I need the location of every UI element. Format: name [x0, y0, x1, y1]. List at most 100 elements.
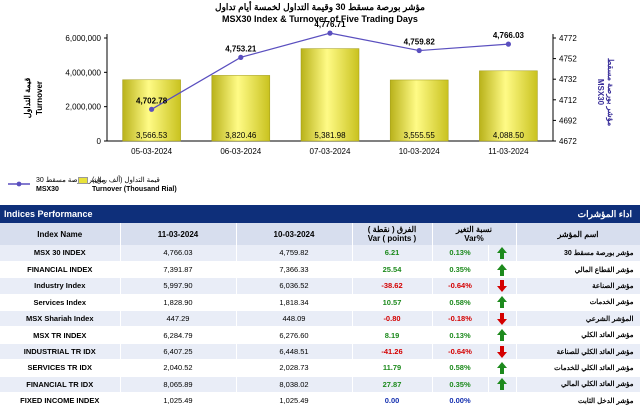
index-name-cell: MSX Shariah Index	[0, 310, 121, 328]
table-row: Services Index 1,828.90 1,818.34 10.57 0.58%…	[0, 294, 640, 312]
direction-cell	[488, 343, 517, 361]
var-points-cell: 8.19	[352, 326, 433, 344]
table-row: Industry Index 5,997.90 6,036.52 -38.62 -0.6…	[0, 277, 640, 295]
msx30-point	[416, 47, 422, 54]
right-tick-label: 4752	[559, 55, 577, 64]
index-name-cell: MSX TR INDEX	[0, 326, 121, 344]
index-name-arabic-cell: مؤشر الخدمات	[516, 294, 640, 312]
msx30-data-label: 4,776.71	[314, 20, 346, 29]
right-tick-label: 4672	[559, 137, 577, 146]
value-date2-cell: 8,038.02	[236, 376, 353, 394]
arrow-up-icon	[497, 263, 507, 276]
chart-svg: 0 2,000,000 4,000,000 6,000,000 4672 4692 4712…	[23, 20, 615, 156]
x-tick-label: 07-03-2024	[310, 147, 351, 156]
section-title-arabic: اداء المؤشرات	[577, 209, 632, 219]
table-row: MSX TR INDEX 6,284.79 6,276.60 8.19 0.13% مؤش…	[0, 326, 640, 344]
left-tick-label: 2,000,000	[65, 103, 101, 112]
index-name-arabic-cell: مؤشر العائد الكلي للصناعة	[516, 343, 640, 361]
legend-index-swatch	[8, 181, 30, 187]
legend-turnover-label: Turnover (Thousand Rial)	[92, 186, 177, 193]
var-pct-cell: 0.58%	[432, 294, 489, 312]
left-tick-label: 0	[97, 137, 102, 146]
left-tick-label: 6,000,000	[65, 34, 101, 43]
var-points-cell: 0.00	[352, 392, 433, 410]
index-name-arabic-cell: مؤشر العائد الكلي المالي	[516, 376, 640, 394]
var-pct-cell: 0.58%	[432, 359, 489, 377]
value-date1-cell: 1,025.49	[120, 392, 237, 410]
turnover-bar	[211, 75, 271, 142]
right-tick-label: 4692	[559, 116, 577, 125]
arrow-up-icon	[497, 378, 507, 391]
legend-turnover-swatch	[78, 177, 88, 184]
x-tick-label: 11-03-2024	[488, 147, 529, 156]
msx30-data-label: 4,766.03	[493, 31, 525, 40]
var-points-cell: -41.26	[352, 343, 433, 361]
direction-cell	[488, 359, 517, 377]
indices-table: Index Name 11-03-2024 10-03-2024 الفرق (…	[0, 223, 640, 410]
index-name-cell: Services Index	[0, 294, 121, 312]
section-title: Indices Performance	[4, 209, 93, 219]
value-date1-cell: 8,065.89	[120, 376, 237, 394]
msx30-point	[149, 106, 155, 112]
legend-index: مؤشر بورصة مسقط 30 MSX30	[8, 176, 106, 194]
turnover-data-label: 3,555.55	[404, 131, 436, 140]
direction-cell	[488, 245, 517, 262]
var-points-cell: -38.62	[352, 277, 433, 295]
var-pct-cell: -0.18%	[432, 310, 489, 328]
left-tick-label: 4,000,000	[65, 68, 101, 77]
col-header-date2: 10-03-2024	[236, 223, 353, 245]
index-name-arabic-cell: مؤشر القطاع المالي	[516, 261, 640, 279]
arrow-up-icon	[497, 246, 507, 259]
direction-cell	[488, 326, 517, 344]
value-date2-cell: 4,759.82	[236, 245, 353, 262]
msx30-data-label: 4,753.21	[225, 44, 257, 53]
var-points-cell: 11.79	[352, 359, 433, 377]
arrow-up-icon	[497, 296, 507, 309]
value-date1-cell: 7,391.87	[120, 261, 237, 279]
arrow-down-icon	[497, 312, 507, 325]
right-axis-title: MSX30	[596, 79, 605, 106]
right-axis-title-arabic: مؤشر بورصة مسقط	[605, 58, 615, 126]
value-date1-cell: 4,766.03	[120, 245, 237, 262]
chart-area: مؤشر بورصة مسقط 30 وقيمة التداول لخمسة أ…	[0, 0, 640, 200]
var-points-cell: 25.54	[352, 261, 433, 279]
table-row: INDUSTRIAL TR IDX 6,407.25 6,448.51 -41.26-…	[0, 343, 640, 361]
index-name-arabic-cell: مؤشر بورصة مسقط 30	[516, 245, 640, 262]
right-tick-label: 4712	[559, 96, 577, 105]
index-name-cell: Industry Index	[0, 277, 121, 295]
left-axis-title: Turnover	[35, 81, 44, 115]
turnover-bar	[389, 79, 449, 142]
value-date1-cell: 5,997.90	[120, 277, 237, 295]
var-points-cell: 6.21	[352, 245, 433, 262]
value-date2-cell: 6,448.51	[236, 343, 353, 361]
msx30-point	[238, 54, 244, 60]
col-header-var-points: الفرق ( نقطة ) Var ( points )	[352, 223, 433, 245]
chart-title-arabic: مؤشر بورصة مسقط 30 وقيمة التداول لخمسة أ…	[215, 2, 425, 12]
value-date2-cell: 1,025.49	[236, 392, 353, 410]
arrow-down-icon	[497, 279, 507, 292]
index-name-cell: SERVICES TR IDX	[0, 359, 121, 377]
value-date2-cell: 6,276.60	[236, 326, 353, 344]
index-name-cell: FIXED INCOME INDEX	[0, 392, 121, 410]
left-axis-title-arabic: قيمة التداول	[23, 78, 33, 119]
index-name-arabic-cell: المؤشر الشرعي	[516, 310, 640, 328]
table-row: MSX Shariah Index 447.29 448.09 -0.80 -0.18%…	[0, 310, 640, 328]
var-pct-cell: 0.35%	[432, 376, 489, 394]
msx30-point	[327, 30, 333, 36]
index-name-cell: INDUSTRIAL TR IDX	[0, 343, 121, 361]
var-pct-cell: 0.00%	[432, 392, 489, 410]
turnover-data-label: 5,381.98	[314, 131, 346, 140]
arrow-up-icon	[497, 361, 507, 374]
legend-turnover-label-arabic: قيمة التداول (ألف ريال)	[92, 177, 160, 184]
value-date1-cell: 2,040.52	[120, 359, 237, 377]
var-pct-cell: 0.35%	[432, 261, 489, 279]
var-points-cell: 27.87	[352, 376, 433, 394]
index-name-cell: FINANCIAL INDEX	[0, 261, 121, 279]
direction-cell	[488, 294, 517, 312]
index-name-arabic-cell: مؤشر الدخل الثابت	[516, 392, 640, 410]
direction-cell	[488, 277, 517, 295]
table-row: SERVICES TR IDX 2,040.52 2,028.73 11.79 0.58…	[0, 359, 640, 377]
value-date2-cell: 2,028.73	[236, 359, 353, 377]
turnover-bar	[300, 48, 360, 142]
msx30-data-label: 4,702.78	[136, 96, 168, 105]
